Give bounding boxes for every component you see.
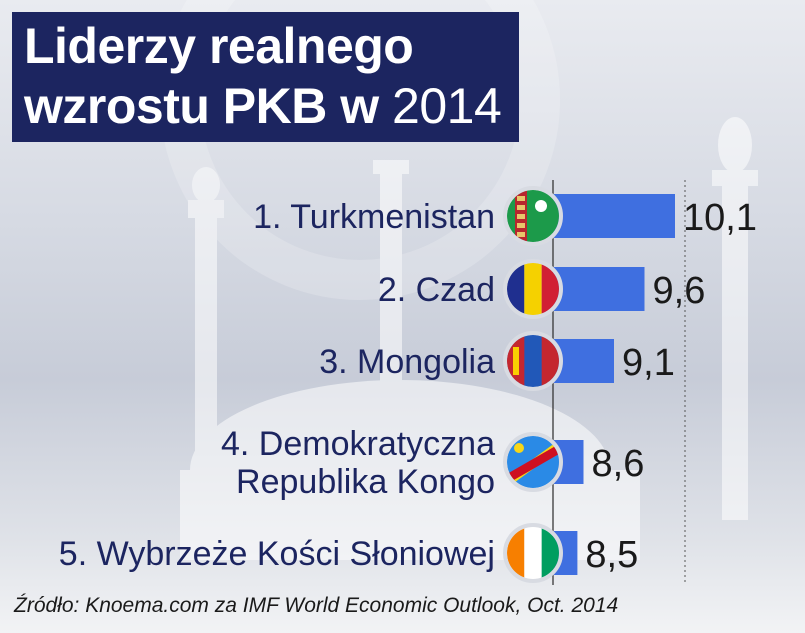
ivory-coast-flag-icon bbox=[503, 523, 563, 583]
category-label-2: 2. Czad bbox=[378, 271, 495, 309]
value-label-2: 9,6 bbox=[653, 270, 706, 312]
dr-congo-flag-icon bbox=[503, 432, 563, 492]
category-label-4-line-2: Republika Kongo bbox=[236, 463, 495, 501]
value-label-5: 8,5 bbox=[585, 534, 638, 576]
turkmenistan-flag-icon bbox=[503, 186, 563, 246]
title-line-2-text: wzrostu PKB w bbox=[24, 78, 393, 134]
title-line-1: Liderzy realnego bbox=[24, 18, 414, 74]
mongolia-flag-icon bbox=[503, 331, 563, 391]
bar-1 bbox=[553, 194, 675, 238]
value-label-4: 8,6 bbox=[592, 443, 645, 485]
value-label-3: 9,1 bbox=[622, 342, 675, 384]
title-year: 2014 bbox=[392, 78, 502, 134]
value-label-1: 10,1 bbox=[683, 197, 757, 239]
chart-title: Liderzy realnego wzrostu PKB w 2014 bbox=[12, 12, 520, 142]
category-label-1: 1. Turkmenistan bbox=[253, 198, 495, 236]
bar-2 bbox=[553, 267, 645, 311]
category-label-3: 3. Mongolia bbox=[319, 343, 495, 381]
title-line-2: wzrostu PKB w 2014 bbox=[24, 76, 502, 136]
category-label-5: 5. Wybrzeże Kości Słoniowej bbox=[59, 535, 495, 573]
chad-flag-icon bbox=[503, 259, 563, 319]
bar-3 bbox=[553, 339, 614, 383]
category-label-4-line-1: 4. Demokratyczna bbox=[221, 425, 495, 463]
source-note: Źródło: Knoema.com za IMF World Economic… bbox=[14, 594, 619, 617]
